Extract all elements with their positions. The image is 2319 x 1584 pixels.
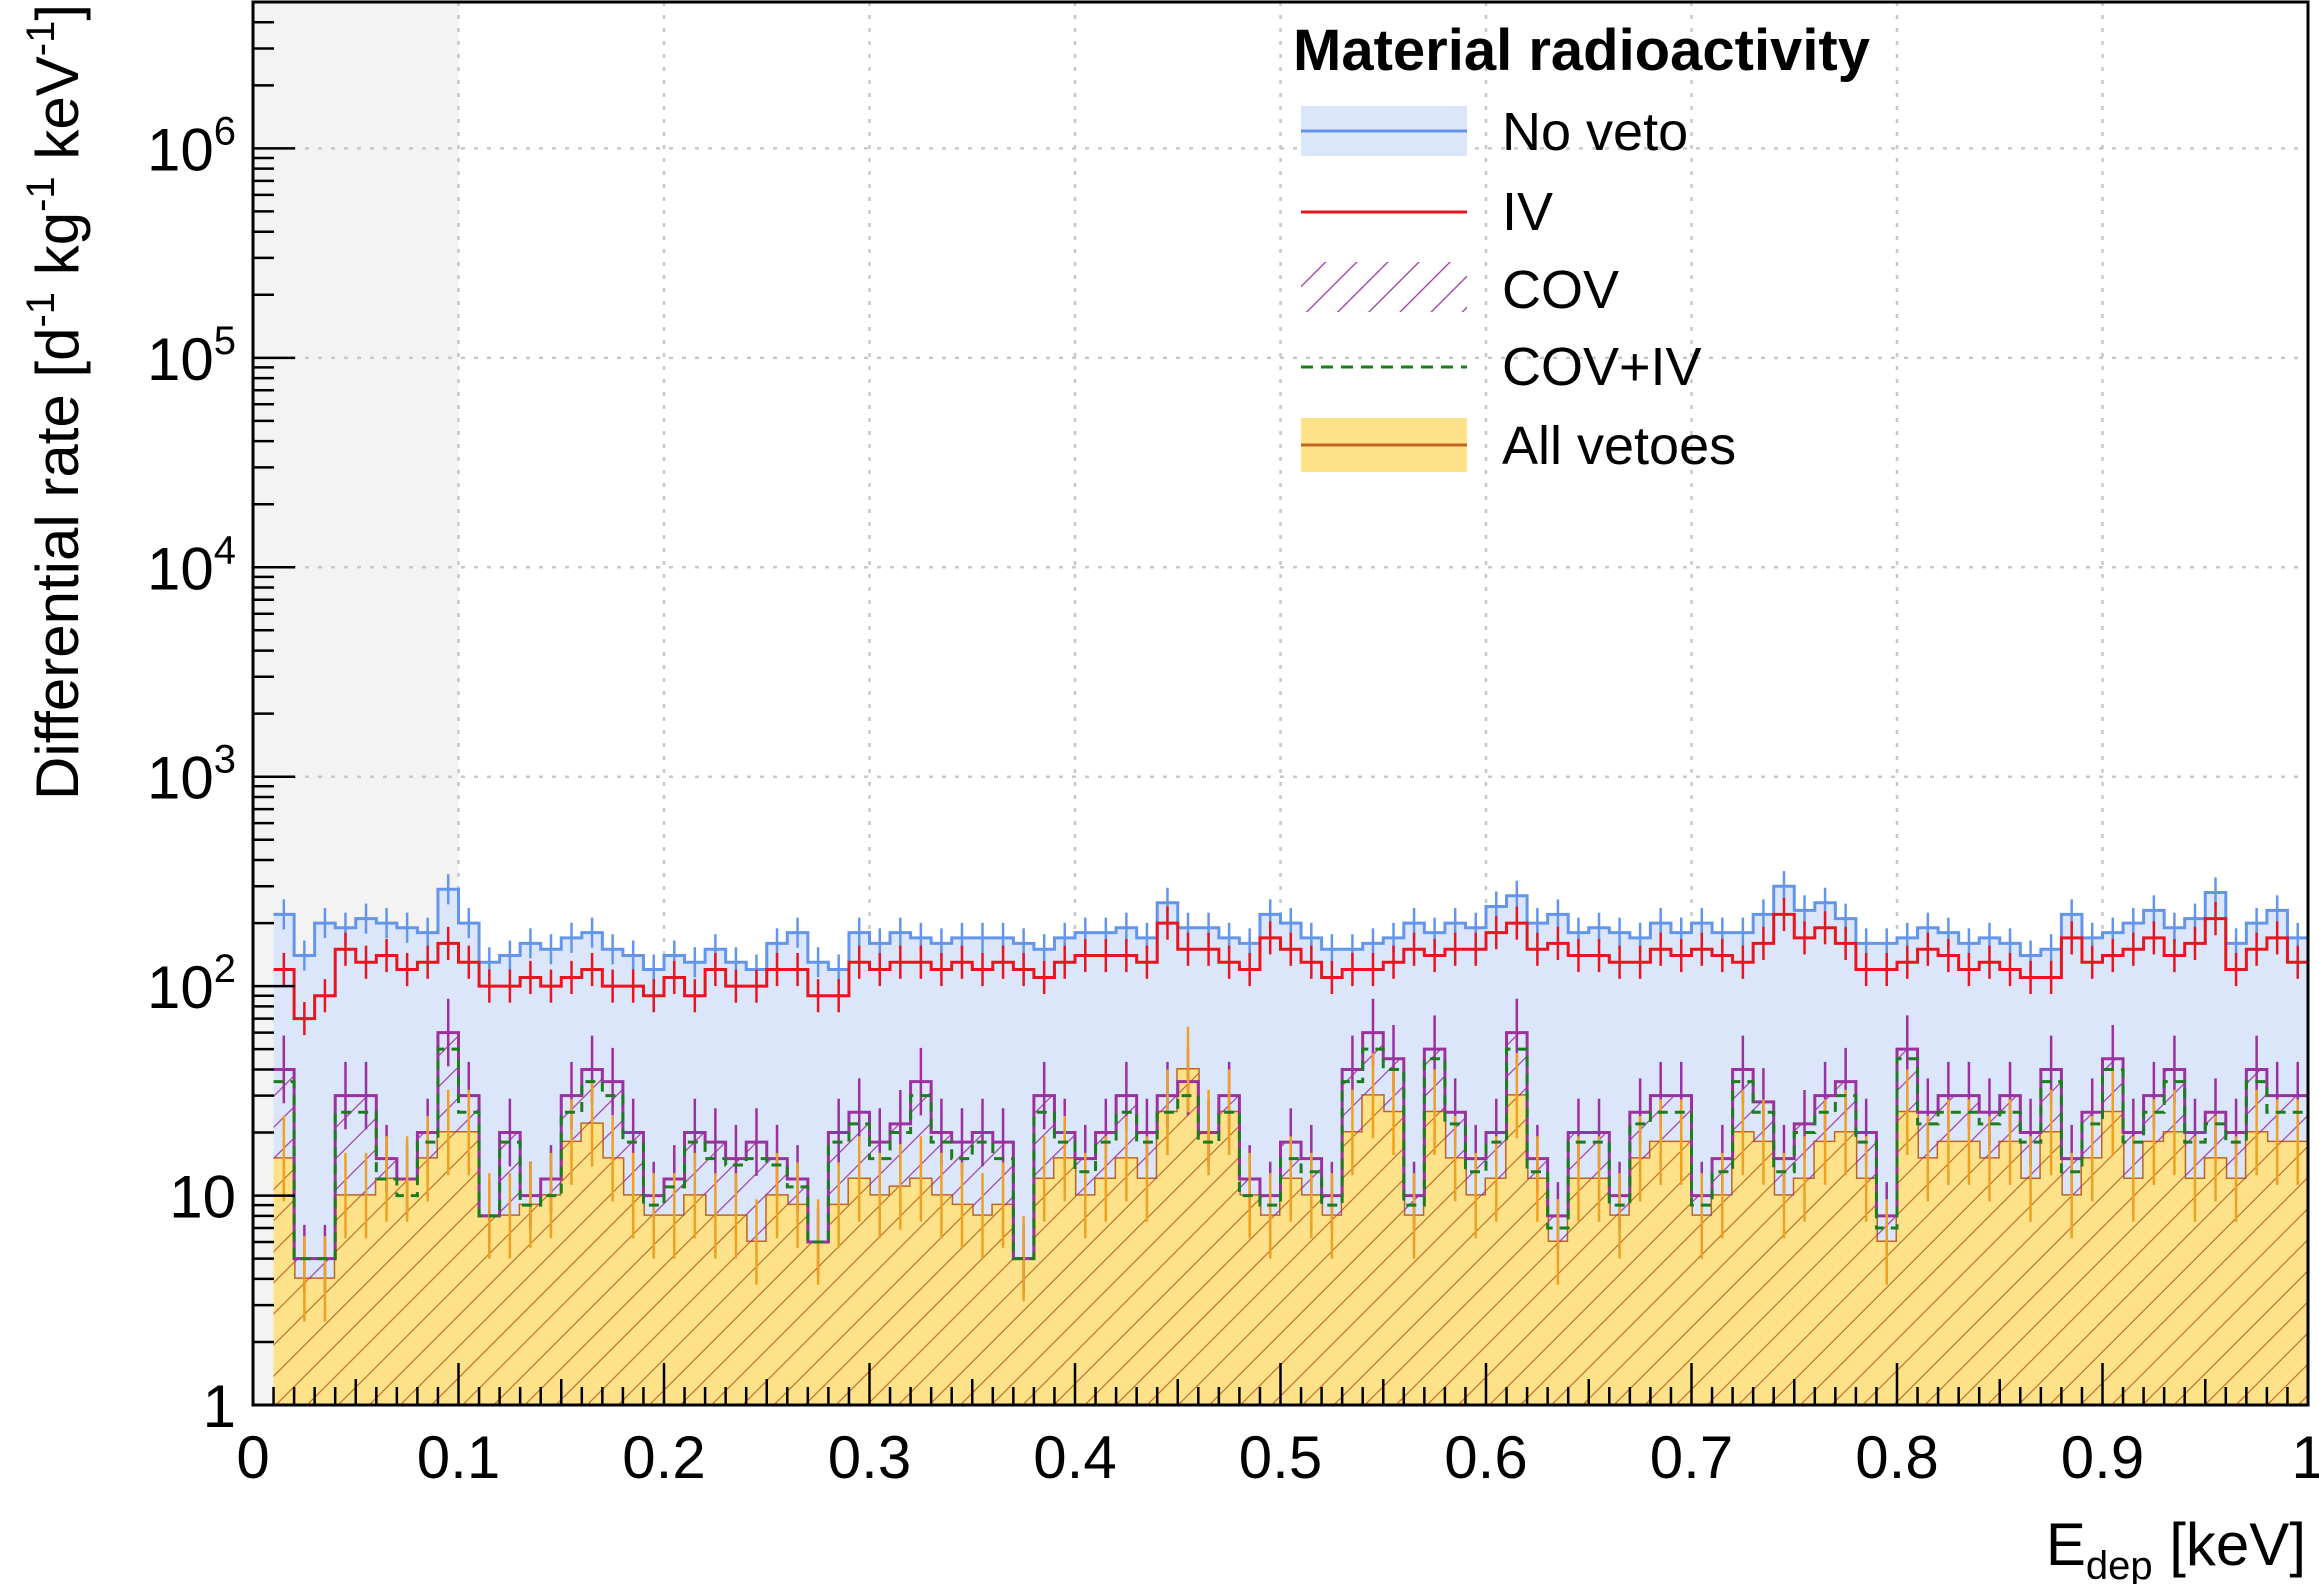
x-tick-label: 0.4 — [1033, 1424, 1116, 1491]
x-tick-label: 0.7 — [1650, 1424, 1733, 1491]
y-axis-title: Differential rate [d-1 kg-1 keV-1] — [19, 4, 91, 800]
legend-label-iv: IV — [1502, 182, 1553, 242]
legend: Material radioactivity No veto IV COV CO… — [1293, 18, 1870, 476]
y-tick-label-base: 10 — [147, 326, 214, 393]
y-title-mid1: kg — [24, 212, 91, 292]
x-axis-title-unit — [2153, 1511, 2170, 1578]
legend-entry-cov: COV — [1301, 260, 1619, 320]
y-tick-label-exp: 6 — [214, 109, 236, 153]
y-tick-label-exp: 3 — [214, 738, 236, 782]
series-no-veto-line — [273, 884, 2308, 972]
x-axis-title-sub: dep — [2086, 1544, 2153, 1584]
y-tick-label: 10 — [169, 1164, 236, 1231]
legend-entry-cov-iv: COV+IV — [1301, 337, 1702, 397]
legend-label-no-veto: No veto — [1502, 102, 1688, 162]
x-tick-label: 1 — [2291, 1424, 2319, 1491]
series-cov-iv-line — [273, 1047, 2308, 1261]
series-iv-line — [273, 912, 2308, 1021]
y-tick-label: 104 — [147, 528, 236, 602]
legend-label-all-vetoes: All vetoes — [1502, 416, 1736, 476]
series-layer — [273, 871, 2308, 1405]
legend-swatch-cov — [1301, 262, 1467, 312]
x-axis-title: Edep [keV] — [2046, 1511, 2306, 1584]
y-tick-label: 106 — [147, 109, 236, 183]
y-tick-label-base: 1 — [203, 1373, 236, 1440]
legend-label-cov: COV — [1502, 260, 1619, 320]
series-iv-error-bars — [282, 897, 2299, 1036]
y-tick-label: 1 — [203, 1373, 236, 1440]
y-title-suffix: ] — [24, 4, 91, 21]
x-tick-label: 0.1 — [417, 1424, 500, 1491]
y-title-prefix: Differential rate [d — [24, 328, 91, 800]
series-cov-mask-hatch — [273, 1069, 2308, 1405]
x-tick-label: 0.3 — [828, 1424, 911, 1491]
legend-entry-all-vetoes: All vetoes — [1301, 416, 1736, 476]
legend-entry-iv: IV — [1301, 182, 1553, 242]
y-tick-label-exp: 4 — [214, 528, 236, 572]
y-tick-label-base: 10 — [147, 535, 214, 602]
y-tick-label-exp: 2 — [214, 947, 236, 991]
x-tick-label: 0.8 — [1855, 1424, 1938, 1491]
y-tick-label-exp: 5 — [214, 319, 236, 363]
y-tick-label: 102 — [147, 947, 236, 1021]
series-iv — [273, 912, 2308, 1021]
x-tick-label: 0.5 — [1239, 1424, 1322, 1491]
y-tick-label: 105 — [147, 319, 236, 393]
series-cov-iv — [273, 1047, 2308, 1261]
legend-title: Material radioactivity — [1293, 18, 1870, 83]
x-tick-label: 0.6 — [1444, 1424, 1527, 1491]
x-axis-ticks: 0 0.1 0.2 0.3 0.4 0.5 0.6 0.7 0.8 0.9 1 — [236, 1363, 2319, 1491]
x-tick-label: 0.2 — [622, 1424, 705, 1491]
y-title-mid2: keV — [24, 56, 91, 176]
y-title-exp2: -1 — [19, 176, 63, 212]
y-tick-label-base: 10 — [147, 745, 214, 812]
x-tick-label: 0 — [236, 1424, 269, 1491]
legend-label-cov-iv: COV+IV — [1502, 337, 1702, 397]
x-axis-title-main: E — [2046, 1511, 2086, 1578]
y-tick-label: 103 — [147, 738, 236, 812]
y-title-exp3: -1 — [19, 21, 63, 57]
legend-entry-no-veto: No veto — [1301, 102, 1688, 162]
x-tick-label: 0.9 — [2061, 1424, 2144, 1491]
y-tick-label-base: 10 — [147, 954, 214, 1021]
y-tick-label-base: 10 — [147, 116, 214, 183]
x-axis-title-unit-text: [keV] — [2169, 1511, 2306, 1578]
series-all-vetoes-error-bars — [282, 1026, 2299, 1322]
y-tick-label-base: 10 — [169, 1164, 236, 1231]
y-title-exp1: -1 — [19, 292, 63, 328]
